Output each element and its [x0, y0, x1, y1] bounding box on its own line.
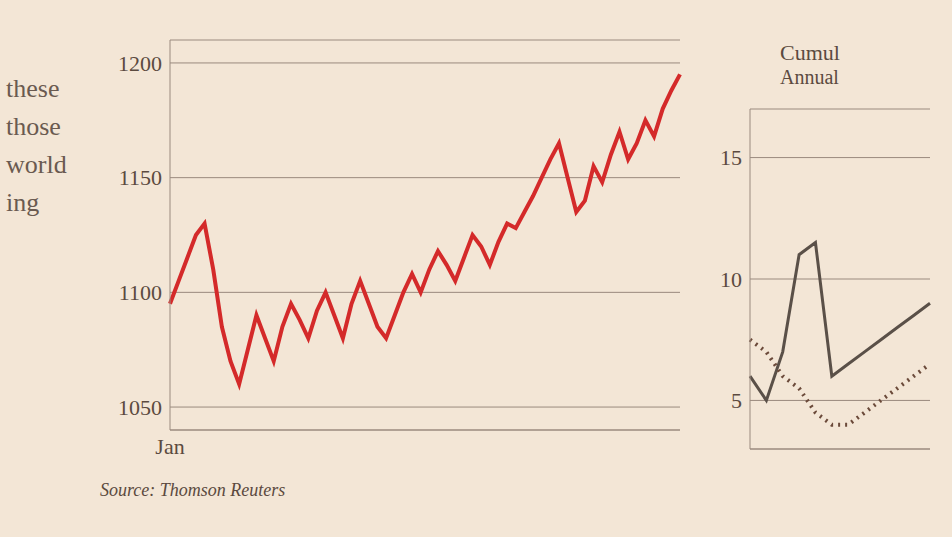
html-text:world: world: [6, 150, 67, 179]
html-text:Annual: Annual: [780, 66, 839, 88]
svg-text:Jan: Jan: [155, 434, 184, 459]
html-text:these: these: [6, 74, 60, 103]
svg-text:10: 10: [720, 267, 742, 292]
svg-text:1150: 1150: [119, 165, 162, 190]
svg-text:1050: 1050: [118, 395, 162, 420]
svg-text:1100: 1100: [119, 280, 162, 305]
html-text:Source: Thomson Reuters: Source: Thomson Reuters: [100, 480, 286, 500]
svg-text:5: 5: [731, 388, 742, 413]
svg-text:15: 15: [720, 145, 742, 170]
svg-text:1200: 1200: [118, 51, 162, 76]
html-text:those: those: [6, 112, 61, 141]
html-text:ing: ing: [6, 188, 40, 217]
html-text:Cumul: Cumul: [780, 40, 840, 65]
